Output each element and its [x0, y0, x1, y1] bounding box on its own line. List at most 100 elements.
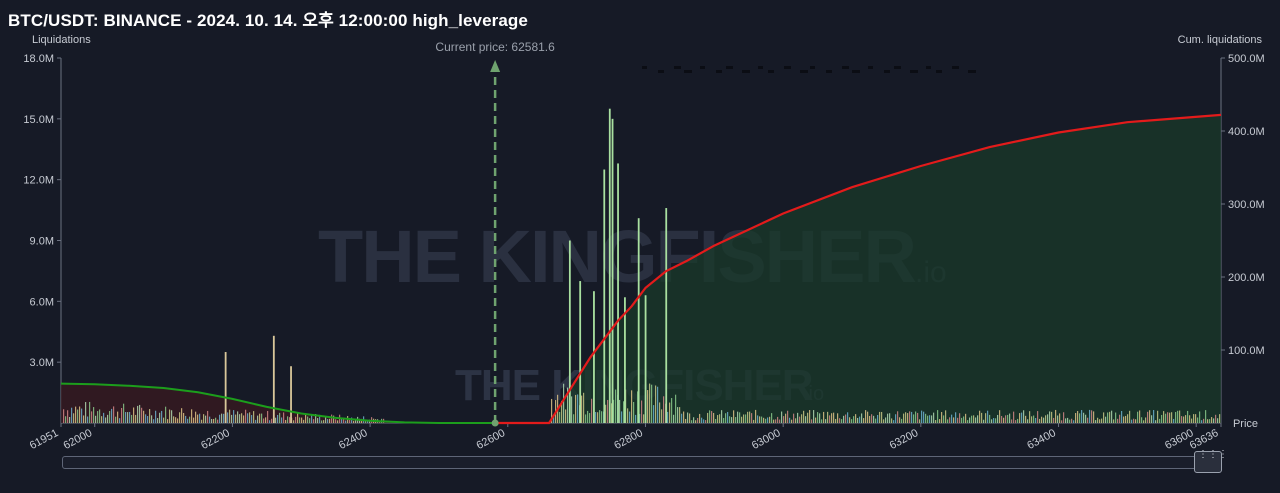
liq-noise-bar	[767, 417, 769, 423]
liq-noise-bar	[939, 419, 941, 423]
liq-noise-bar	[963, 416, 965, 423]
liq-noise-bar	[1157, 410, 1159, 423]
liq-noise-bar	[821, 419, 823, 423]
liq-noise-bar	[1103, 412, 1105, 423]
liq-noise-bar	[223, 413, 225, 423]
liq-noise-bar	[323, 420, 325, 423]
liq-noise-bar	[215, 417, 217, 423]
liq-noise-bar	[849, 417, 851, 423]
liq-noise-bar	[97, 411, 99, 423]
liq-noise-bar	[771, 413, 773, 423]
liq-noise-bar	[653, 405, 655, 423]
liq-noise-bar	[961, 417, 963, 423]
liq-noise-bar	[975, 417, 977, 423]
liq-noise-bar	[711, 411, 713, 423]
liq-noise-bar	[785, 413, 787, 423]
liq-noise-bar	[763, 417, 765, 423]
liq-noise-bar	[1191, 418, 1193, 423]
liq-noise-bar	[307, 416, 309, 423]
liq-noise-bar	[289, 417, 291, 423]
liq-noise-bar	[1133, 418, 1135, 423]
liq-noise-bar	[105, 417, 107, 423]
liq-noise-bar	[1213, 418, 1215, 423]
liq-noise-bar	[1207, 419, 1209, 423]
scroll-handle[interactable]	[1194, 451, 1222, 473]
liq-noise-bar	[589, 413, 591, 423]
liq-noise-bar	[1137, 411, 1139, 423]
liq-noise-bar	[765, 418, 767, 423]
liq-noise-bar	[67, 410, 69, 423]
liq-noise-bar	[901, 418, 903, 423]
liq-noise-bar	[343, 417, 345, 423]
liq-cluster-bar	[617, 163, 619, 423]
liq-noise-bar	[719, 414, 721, 423]
liq-noise-bar	[325, 416, 327, 423]
liq-noise-bar	[193, 417, 195, 423]
range-scrollbar[interactable]	[62, 456, 1222, 469]
x-tick-label: 63200	[888, 427, 921, 452]
liq-noise-bar	[805, 416, 807, 423]
liq-noise-bar	[229, 409, 231, 423]
liq-noise-bar	[675, 394, 677, 423]
liq-noise-bar	[819, 413, 821, 423]
liq-noise-bar	[727, 411, 729, 423]
x-tick-label: 62600	[475, 427, 508, 452]
legend-dot	[926, 66, 931, 69]
liq-noise-bar	[81, 408, 83, 423]
y-tick-label: 9.0M	[30, 236, 54, 248]
liq-noise-bar	[649, 383, 651, 423]
liq-noise-bar	[1077, 411, 1079, 423]
liq-noise-bar	[919, 419, 921, 423]
liq-noise-bar	[1203, 418, 1205, 423]
liq-noise-bar	[799, 416, 801, 423]
liq-cluster-bar	[611, 118, 614, 423]
liq-noise-bar	[613, 399, 615, 423]
liq-noise-bar	[279, 412, 281, 423]
liq-noise-bar	[109, 411, 111, 423]
liq-noise-bar	[757, 415, 759, 423]
liq-noise-bar	[349, 417, 351, 423]
liq-noise-bar	[949, 417, 951, 423]
liq-noise-bar	[169, 409, 171, 423]
liq-noise-bar	[1047, 414, 1049, 423]
liq-noise-bar	[793, 413, 795, 423]
liq-noise-bar	[1005, 415, 1007, 423]
liq-noise-bar	[333, 415, 335, 423]
liq-noise-bar	[1073, 420, 1075, 423]
liq-noise-bar	[329, 418, 331, 423]
liq-noise-bar	[693, 417, 695, 423]
liq-noise-bar	[163, 417, 165, 423]
liq-noise-bar	[257, 415, 259, 423]
liq-noise-bar	[313, 419, 315, 423]
liq-noise-bar	[825, 419, 827, 423]
liq-noise-bar	[835, 418, 837, 423]
liq-cluster-bar	[224, 352, 227, 423]
liq-noise-bar	[1195, 414, 1197, 423]
liq-noise-bar	[151, 415, 153, 423]
y2-tick-label: 100.0M	[1228, 345, 1265, 357]
liq-noise-bar	[695, 420, 697, 423]
liq-noise-bar	[321, 420, 323, 423]
liq-noise-bar	[643, 414, 645, 423]
liq-noise-bar	[659, 402, 661, 423]
liq-noise-bar	[581, 395, 583, 423]
legend-dot	[968, 70, 976, 73]
liq-noise-bar	[809, 410, 811, 423]
liq-noise-bar	[637, 391, 639, 423]
liq-noise-bar	[721, 410, 723, 423]
liq-noise-bar	[1037, 411, 1039, 423]
liq-noise-bar	[1159, 418, 1161, 423]
liq-noise-bar	[125, 412, 127, 423]
liq-noise-bar	[71, 407, 73, 423]
liq-noise-bar	[827, 411, 829, 423]
liq-noise-bar	[903, 413, 905, 423]
liq-noise-bar	[1031, 416, 1033, 423]
liq-noise-bar	[891, 418, 893, 423]
liq-noise-bar	[1127, 414, 1129, 423]
liq-noise-bar	[1075, 413, 1077, 423]
liq-noise-bar	[641, 400, 643, 423]
liq-noise-bar	[737, 411, 739, 423]
liq-noise-bar	[729, 416, 731, 423]
x-tick-label: 62800	[612, 427, 645, 452]
liq-noise-bar	[1167, 412, 1169, 423]
